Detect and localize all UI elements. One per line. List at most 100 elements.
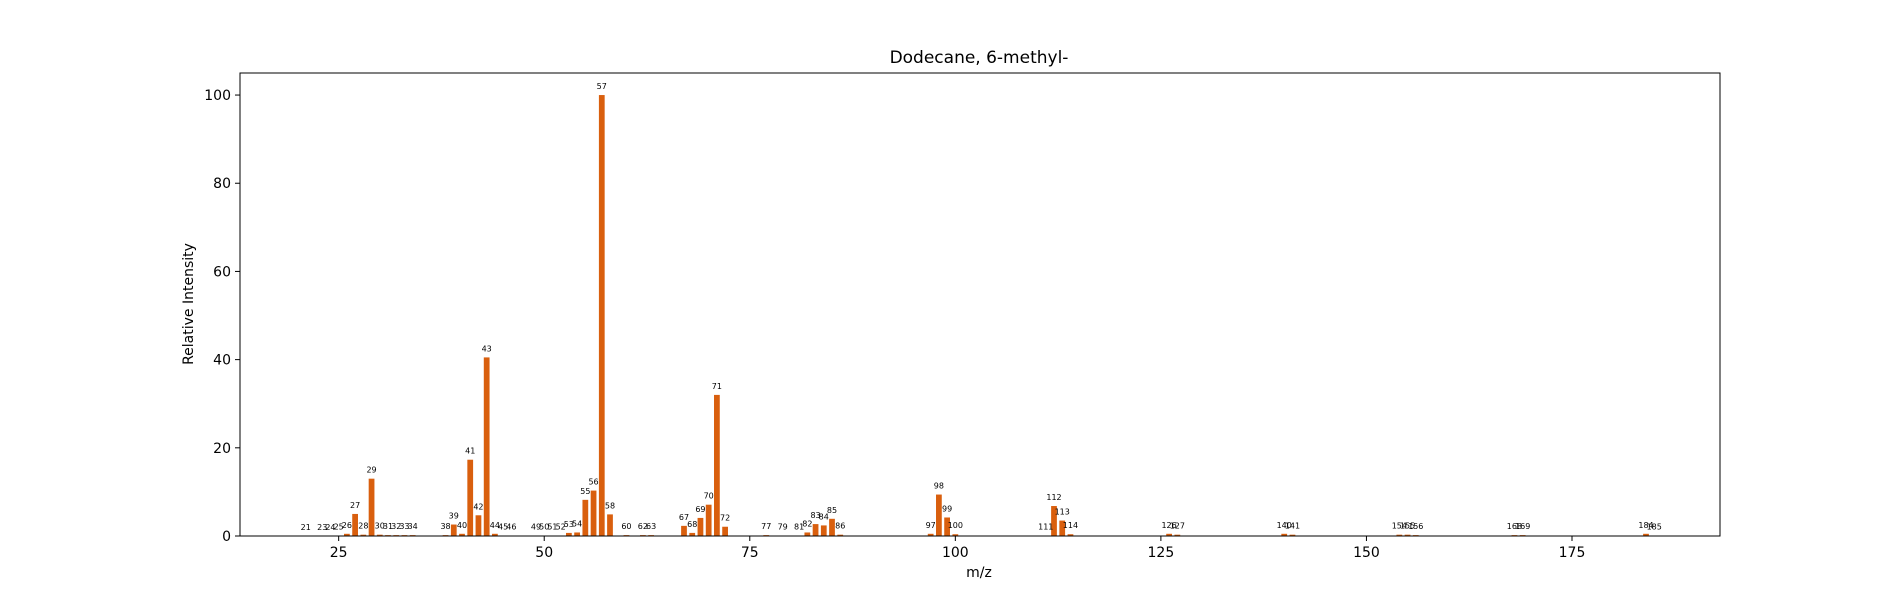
bar-mz-83	[812, 524, 819, 536]
bar-label-mz-127: 127	[1170, 522, 1185, 531]
bar-label-mz-97: 97	[926, 521, 936, 530]
bar-mz-112	[1051, 506, 1057, 536]
bar-mz-113	[1059, 520, 1066, 536]
bar-label-mz-156: 156	[1408, 522, 1423, 531]
bar-mz-100	[952, 534, 959, 536]
bar-label-mz-126: 126	[1161, 521, 1176, 530]
bar-label-mz-155: 155	[1400, 522, 1415, 531]
x-tick-label: 125	[1148, 545, 1175, 561]
bar-mz-27	[352, 513, 358, 536]
bar-label-mz-28: 28	[358, 522, 368, 531]
y-tick-label: 80	[213, 176, 231, 192]
bar-mz-127	[1174, 534, 1181, 536]
bar-label-mz-56: 56	[588, 478, 598, 487]
bar-mz-39	[450, 524, 457, 536]
x-tick-label: 100	[942, 545, 969, 561]
bar-label-mz-39: 39	[449, 512, 459, 521]
bar-label-mz-60: 60	[621, 522, 631, 531]
bar-mz-29	[368, 478, 375, 536]
bar-label-mz-27: 27	[350, 501, 360, 510]
bar-label-mz-67: 67	[679, 513, 689, 522]
bar-label-mz-154: 154	[1392, 522, 1407, 531]
y-tick-label: 40	[213, 353, 231, 369]
chart-title: Dodecane, 6-methyl-	[890, 48, 1069, 68]
bar-mz-141	[1289, 534, 1296, 536]
bar-mz-40	[459, 533, 465, 536]
bar-label-mz-26: 26	[342, 521, 352, 530]
bar-label-mz-33: 33	[399, 522, 409, 531]
bar-label-mz-43: 43	[482, 344, 492, 353]
bar-label-mz-98: 98	[934, 482, 944, 491]
bar-mz-28	[360, 534, 367, 536]
bar-label-mz-77: 77	[761, 522, 771, 531]
bar-label-mz-52: 52	[556, 523, 566, 532]
bar-label-mz-141: 141	[1285, 522, 1300, 531]
bar-label-mz-31: 31	[383, 522, 393, 531]
bar-label-mz-185: 185	[1647, 523, 1662, 532]
bar-mz-42	[475, 515, 482, 536]
bar-mz-56	[590, 490, 597, 536]
bar-label-mz-45: 45	[498, 523, 508, 532]
bar-mz-58	[607, 514, 613, 536]
bar-mz-54	[574, 532, 580, 536]
bar-label-mz-50: 50	[539, 523, 549, 532]
bar-label-mz-83: 83	[810, 511, 820, 520]
y-tick-label: 20	[213, 441, 231, 457]
bar-label-mz-184: 184	[1638, 521, 1653, 530]
x-axis-title: m/z	[966, 565, 992, 581]
bar-mz-44	[492, 533, 498, 536]
bar-mz-82	[804, 532, 811, 536]
x-axis: 25 50 75 100 125 150 175	[330, 536, 1585, 561]
bar-label-mz-85: 85	[827, 506, 837, 515]
x-tick-label: 150	[1353, 545, 1380, 561]
bar-mz-154	[1396, 534, 1403, 536]
bar-mz-41	[467, 459, 474, 536]
bar-label-mz-42: 42	[473, 502, 483, 511]
bar-mz-155	[1404, 534, 1411, 536]
bar-mz-26	[344, 533, 350, 536]
bar-label-mz-72: 72	[720, 514, 730, 523]
bar-label-mz-71: 71	[712, 382, 722, 391]
bar-label-mz-68: 68	[687, 520, 697, 529]
bar-label-mz-55: 55	[580, 487, 590, 496]
y-tick-label: 0	[222, 529, 231, 545]
bar-label-mz-38: 38	[440, 522, 450, 531]
bar-label-mz-169: 169	[1515, 522, 1530, 531]
bar-mz-69	[697, 517, 704, 536]
bar-label-mz-99: 99	[942, 504, 952, 513]
bar-mz-71	[714, 394, 720, 536]
bar-mz-72	[722, 526, 728, 536]
bars-group	[302, 95, 1658, 537]
bar-label-mz-41: 41	[465, 447, 475, 456]
bar-mz-57	[598, 95, 605, 537]
bar-label-mz-29: 29	[366, 466, 376, 475]
bar-label-mz-112: 112	[1046, 493, 1061, 502]
bar-label-mz-140: 140	[1277, 521, 1292, 530]
bar-label-mz-40: 40	[457, 521, 467, 530]
bar-label-mz-69: 69	[695, 505, 705, 514]
bar-label-mz-23: 23	[317, 523, 327, 532]
bar-mz-67	[681, 525, 687, 536]
y-axis-title: Relative Intensity	[181, 243, 197, 365]
bar-mz-55	[582, 499, 589, 536]
bar-label-mz-86: 86	[835, 522, 845, 531]
bar-label-mz-100: 100	[948, 521, 963, 530]
bar-label-mz-49: 49	[531, 523, 541, 532]
bar-mz-30	[376, 534, 383, 536]
bar-label-mz-30: 30	[375, 522, 385, 531]
bar-mz-85	[829, 518, 835, 536]
bar-label-mz-25: 25	[334, 523, 344, 532]
bar-mz-99	[944, 517, 950, 536]
bar-label-mz-57: 57	[597, 82, 607, 91]
bar-mz-184	[1643, 533, 1649, 536]
bar-mz-97	[927, 533, 934, 536]
bar-label-mz-54: 54	[572, 519, 582, 528]
bar-label-mz-53: 53	[564, 520, 574, 529]
x-tick-label: 75	[741, 545, 759, 561]
bar-label-mz-46: 46	[506, 523, 516, 532]
bar-mz-84	[820, 525, 827, 536]
bar-label-mz-113: 113	[1055, 508, 1070, 517]
bar-mz-98	[936, 494, 942, 536]
